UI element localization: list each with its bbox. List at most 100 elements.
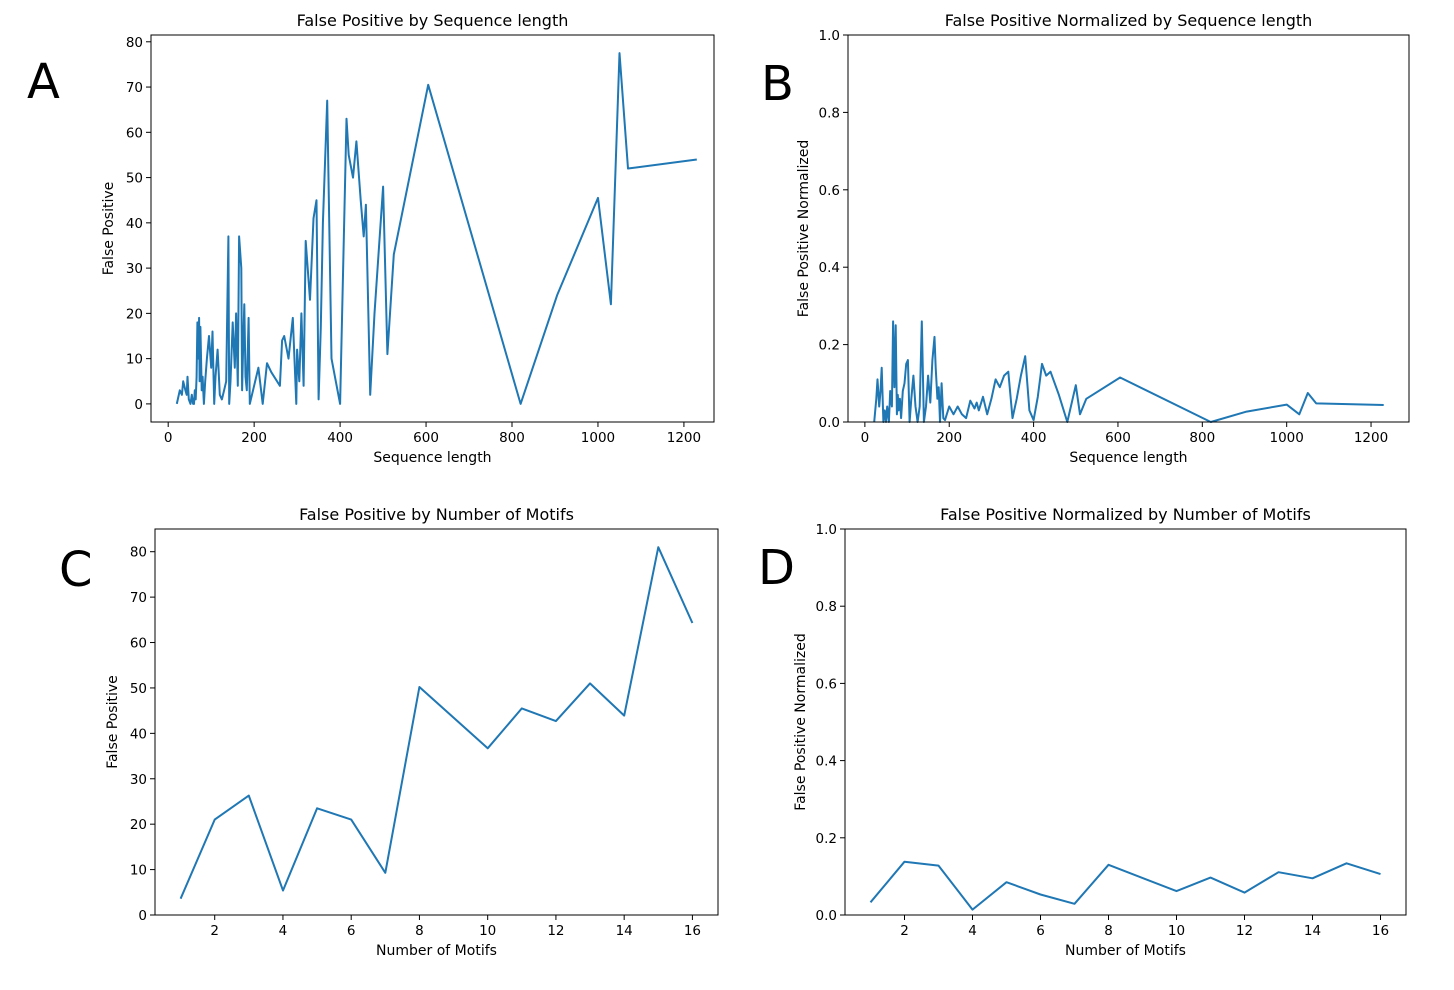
data-point — [1086, 398, 1088, 400]
data-point — [986, 414, 988, 416]
data-point — [891, 406, 893, 408]
data-point — [382, 186, 384, 188]
data-point — [915, 406, 917, 408]
y-tick-label: 80 — [130, 545, 147, 561]
data-point — [944, 419, 946, 421]
x-tick-label: 400 — [1021, 430, 1047, 446]
data-point — [1024, 355, 1026, 357]
x-tick-label: 12 — [1236, 923, 1253, 939]
x-tick-label: 1000 — [1269, 430, 1303, 446]
data-point — [228, 236, 230, 238]
panel-letter-c: C — [59, 542, 93, 598]
data-point — [190, 403, 192, 405]
y-tick-label: 40 — [126, 216, 143, 232]
data-point — [1246, 411, 1248, 413]
y-tick-label: 30 — [126, 261, 143, 277]
data-point — [212, 331, 214, 333]
data-point — [1006, 881, 1008, 883]
data-point — [627, 168, 629, 170]
data-point — [953, 414, 955, 416]
data-point — [195, 399, 197, 401]
y-tick-label: 1.0 — [816, 522, 837, 538]
data-point — [896, 414, 898, 416]
data-point — [895, 325, 897, 327]
data-point — [350, 819, 352, 821]
data-point — [369, 394, 371, 396]
panel-letter-d: D — [758, 540, 795, 596]
data-point — [934, 336, 936, 338]
x-tick-label: 14 — [616, 923, 633, 939]
x-axis-label: Number of Motifs — [376, 943, 497, 959]
data-point — [202, 376, 204, 378]
data-point — [978, 410, 980, 412]
data-point — [198, 317, 200, 319]
data-point — [870, 902, 872, 904]
chart-title: False Positive Normalized by Sequence le… — [945, 11, 1313, 30]
data-point — [1037, 396, 1039, 398]
data-point — [309, 299, 311, 301]
data-point — [961, 414, 963, 416]
x-tick-label: 0 — [861, 430, 870, 446]
data-point — [385, 872, 387, 874]
y-tick-label: 0.4 — [819, 260, 840, 276]
data-point — [619, 52, 621, 54]
data-point — [246, 390, 248, 392]
data-point — [387, 353, 389, 355]
y-tick-label: 80 — [126, 35, 143, 51]
data-point — [1003, 375, 1005, 377]
data-point — [230, 381, 232, 383]
data-point — [938, 386, 940, 388]
y-tick-label: 0.0 — [816, 908, 837, 924]
data-point — [305, 240, 307, 242]
y-axis-label: False Positive — [101, 182, 117, 276]
data-point — [921, 321, 923, 323]
data-point — [197, 322, 199, 324]
x-tick-label: 6 — [1036, 923, 1045, 939]
data-point — [188, 399, 190, 401]
data-point — [1176, 890, 1178, 892]
data-point — [884, 410, 886, 412]
data-point — [196, 376, 198, 378]
data-point — [244, 304, 246, 306]
data-point — [999, 386, 1001, 388]
data-point — [1108, 864, 1110, 866]
chart-title: False Positive by Number of Motifs — [299, 505, 574, 524]
chart-a: 0 200 400 600 800 1000 1200 0 10 20 30 40 50 60 70 80 Fa… — [101, 11, 715, 466]
data-point — [191, 394, 193, 396]
data-point — [245, 376, 247, 378]
data-point — [363, 236, 365, 238]
x-axis-label: Sequence length — [373, 450, 491, 466]
data-point — [241, 390, 243, 392]
data-point — [948, 406, 950, 408]
data-point — [1079, 414, 1081, 416]
data-point — [935, 367, 937, 369]
data-point — [288, 358, 290, 360]
x-tick-label: 0 — [164, 430, 173, 446]
data-point — [365, 204, 367, 206]
data-point — [692, 622, 694, 624]
plot-frame — [844, 528, 1407, 916]
data-point — [1307, 392, 1309, 394]
data-point — [176, 403, 178, 405]
data-point — [204, 381, 206, 383]
x-tick-label: 2 — [900, 923, 909, 939]
data-point — [610, 304, 612, 306]
data-point — [427, 84, 429, 86]
data-point — [1041, 363, 1043, 365]
data-point — [179, 390, 181, 392]
x-tick-label: 16 — [1372, 923, 1389, 939]
data-point — [235, 313, 237, 315]
data-point — [318, 399, 320, 401]
data-point — [658, 546, 660, 548]
data-point — [214, 819, 216, 821]
data-point — [322, 222, 324, 224]
series-line — [179, 546, 694, 900]
y-tick-label: 0 — [138, 908, 147, 924]
data-point — [1050, 371, 1052, 373]
x-tick-label: 200 — [936, 430, 962, 446]
data-point — [597, 197, 599, 199]
data-point — [283, 335, 285, 337]
data-point — [360, 199, 362, 201]
series-line — [869, 860, 1381, 911]
chart-title: False Positive by Sequence length — [297, 11, 569, 30]
